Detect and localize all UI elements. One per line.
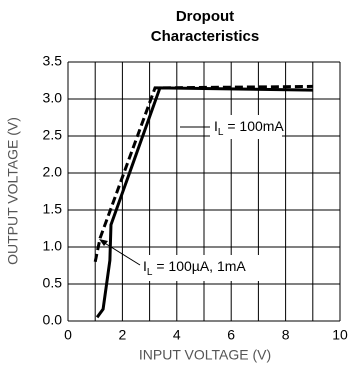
- annotation-part: = 100mA: [223, 118, 284, 134]
- y-tick-label: 3.0: [43, 90, 63, 106]
- annotation-bg: [210, 115, 282, 139]
- x-tick-label: 10: [332, 327, 348, 343]
- y-axis-label: OUTPUT VOLTAGE (V): [5, 117, 21, 265]
- y-tick-label: 1.5: [43, 201, 63, 217]
- annotation-part: I: [214, 118, 218, 134]
- series-line: [93, 84, 313, 263]
- annotation-sub: L: [147, 267, 153, 278]
- x-tick-label: 8: [282, 327, 290, 343]
- x-tick-label: 0: [64, 327, 72, 343]
- annotation-bg: [138, 255, 280, 281]
- x-tick-label: 2: [119, 327, 127, 343]
- x-tick-label: 4: [173, 327, 181, 343]
- annotation: IL = 100µA, 1mA: [143, 258, 246, 278]
- x-axis-label: INPUT VOLTAGE (V): [139, 347, 271, 363]
- y-tick-label: 0.5: [43, 275, 63, 291]
- y-tick-label: 2.0: [43, 164, 63, 180]
- leader-line: [102, 241, 141, 266]
- annotation: IL = 100mA: [214, 118, 284, 138]
- x-tick-label: 6: [227, 327, 235, 343]
- arrow-head: [99, 239, 108, 246]
- series-line: [95, 86, 313, 319]
- y-tick-label: 1.0: [43, 238, 63, 254]
- y-tick-label: 3.5: [43, 53, 63, 69]
- annotation-part: = 100µA, 1mA: [152, 258, 246, 274]
- y-tick-label: 2.5: [43, 127, 63, 143]
- chart-title: Characteristics: [151, 28, 259, 45]
- annotation-part: I: [143, 258, 147, 274]
- y-tick-label: 0.0: [43, 312, 63, 328]
- chart-title: Dropout: [176, 8, 234, 25]
- annotation-sub: L: [218, 127, 224, 138]
